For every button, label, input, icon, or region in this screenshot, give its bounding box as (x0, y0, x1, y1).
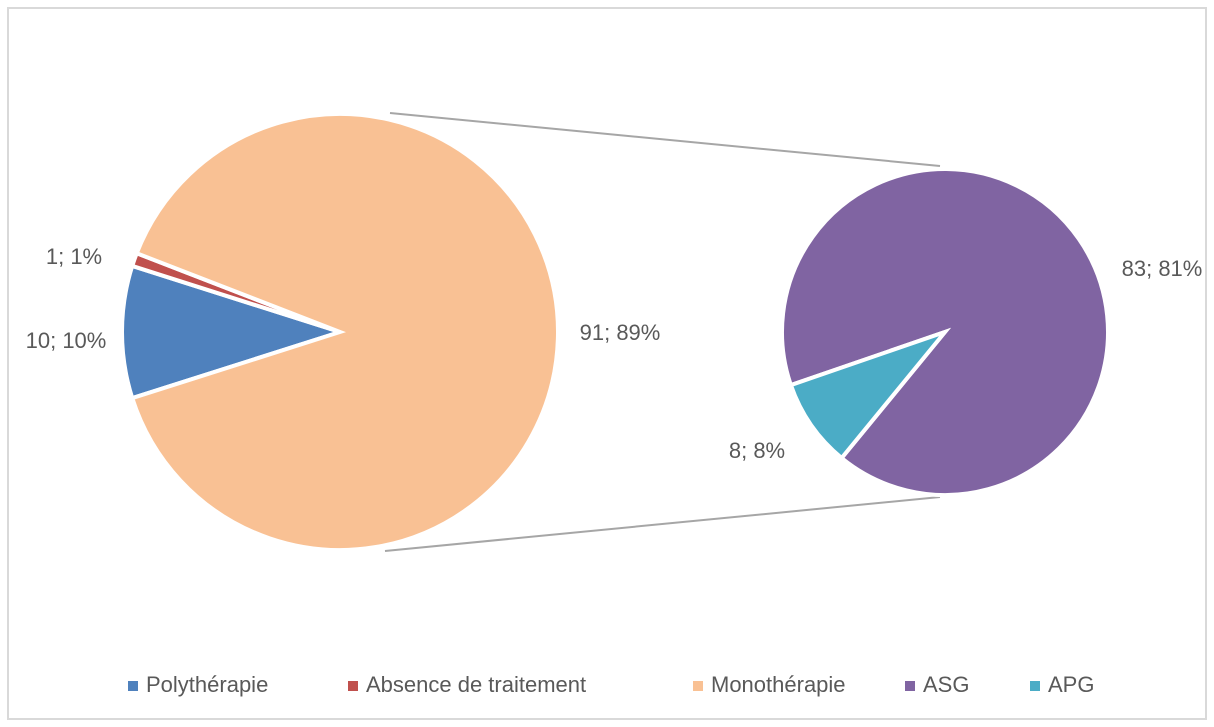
data-label: 8; 8% (729, 438, 785, 463)
pie-slice (120, 263, 347, 401)
connector-line (384, 496, 941, 552)
data-label: 91; 89% (580, 320, 661, 345)
data-label: 10; 10% (26, 328, 107, 353)
connector-line (389, 112, 941, 167)
data-label: 83; 81% (1122, 256, 1203, 281)
legend-swatch (348, 681, 358, 691)
legend-label: ASG (923, 672, 969, 697)
legend-label: APG (1048, 672, 1094, 697)
data-label: 1; 1% (46, 244, 102, 269)
legend-swatch (128, 681, 138, 691)
pie-slice (788, 327, 952, 461)
pie-slice (129, 112, 560, 552)
legend-swatch (1030, 681, 1040, 691)
legend-label: Polythérapie (146, 672, 268, 697)
legend-label: Monothérapie (711, 672, 846, 697)
legend-swatch (693, 681, 703, 691)
legend-label: Absence de traitement (366, 672, 586, 697)
legend-swatch (905, 681, 915, 691)
